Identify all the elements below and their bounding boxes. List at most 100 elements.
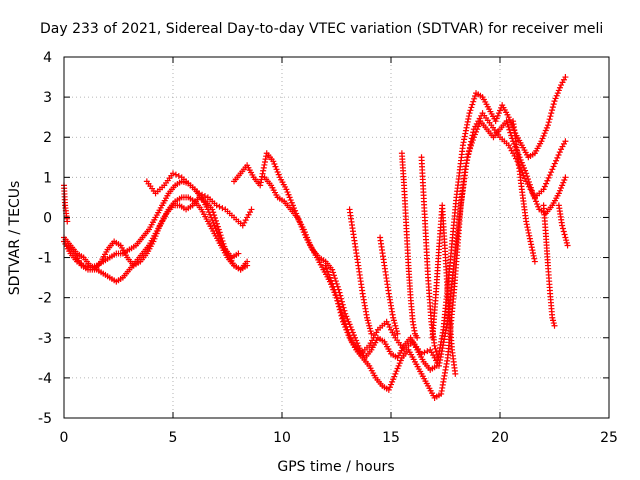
data-point <box>528 244 535 251</box>
data-point <box>340 314 347 321</box>
data-point <box>211 212 218 219</box>
data-point <box>549 166 556 173</box>
data-point <box>452 370 459 377</box>
data-point <box>465 150 472 157</box>
data-point <box>397 357 404 364</box>
data-point <box>367 328 374 335</box>
data-point <box>545 119 552 126</box>
data-point <box>332 289 339 296</box>
data-point <box>353 337 360 344</box>
x-tick-label: 20 <box>491 430 509 446</box>
data-point <box>218 235 225 242</box>
data-point <box>330 283 337 290</box>
data-point <box>326 274 333 281</box>
data-point <box>152 233 159 240</box>
data-point <box>213 220 220 227</box>
data-point <box>555 190 562 197</box>
data-point <box>352 334 359 341</box>
x-tick-label: 5 <box>169 430 178 446</box>
data-point <box>306 239 313 246</box>
data-point <box>470 129 477 136</box>
y-tick-label: 3 <box>43 90 52 106</box>
data-point <box>470 98 477 105</box>
data-point <box>495 110 502 117</box>
data-point <box>531 255 538 262</box>
data-point <box>546 116 553 123</box>
data-point <box>525 229 532 236</box>
data-point <box>433 348 440 355</box>
data-point <box>344 326 351 333</box>
data-point <box>560 179 567 186</box>
data-point <box>392 322 399 329</box>
data-point <box>172 171 179 178</box>
data-point <box>550 317 557 324</box>
data-point <box>288 199 295 206</box>
data-point <box>466 147 473 154</box>
data-point <box>210 209 217 216</box>
data-point <box>331 286 338 293</box>
data-point <box>553 157 560 164</box>
data-point <box>350 332 357 339</box>
data-point <box>530 249 537 256</box>
data-point <box>394 330 401 337</box>
data-point <box>235 250 242 257</box>
x-tick-label: 10 <box>273 430 291 446</box>
chart-title: Day 233 of 2021, Sidereal Day-to-day VTE… <box>40 21 603 37</box>
data-point <box>393 368 400 375</box>
data-point <box>196 190 203 197</box>
data-point <box>346 321 353 328</box>
data-point <box>330 269 337 276</box>
data-point <box>493 115 500 122</box>
x-tick-label: 15 <box>382 430 400 446</box>
data-point <box>561 231 568 238</box>
data-point <box>271 160 278 167</box>
data-point <box>366 322 373 329</box>
data-point <box>213 202 220 209</box>
data-point <box>431 342 438 349</box>
data-point <box>552 95 559 102</box>
data-point <box>244 262 251 269</box>
data-point <box>340 304 347 311</box>
data-point <box>335 300 342 307</box>
data-point <box>418 350 425 357</box>
axis-ticks: 0 5 10 15 20 25 -5 -4 -3 -2 -1 0 1 2 3 4 <box>38 50 618 446</box>
data-point <box>559 222 566 229</box>
data-point <box>526 232 533 239</box>
data-point <box>248 206 255 213</box>
data-point <box>209 206 216 213</box>
data-point <box>464 157 471 164</box>
y-tick-label: -1 <box>38 251 52 267</box>
data-point <box>462 163 469 170</box>
data-point <box>545 174 552 181</box>
data-point <box>220 240 227 247</box>
data-point <box>434 354 441 361</box>
y-tick-label: 0 <box>43 210 52 226</box>
data-point <box>540 186 547 193</box>
data-point <box>543 124 550 131</box>
data-point <box>151 235 158 242</box>
data-point <box>344 316 351 323</box>
data-point <box>364 314 371 321</box>
data-point <box>548 169 555 176</box>
data-point <box>558 185 565 192</box>
data-point <box>328 277 335 284</box>
data-point <box>199 191 206 198</box>
data-point <box>323 265 330 272</box>
data-point <box>492 118 499 125</box>
data-point <box>543 180 550 187</box>
data-point <box>393 328 400 335</box>
data-point <box>388 381 394 388</box>
data-point <box>469 132 476 139</box>
data-point <box>534 201 541 208</box>
data-point <box>466 110 473 117</box>
data-point <box>343 323 350 330</box>
data-point <box>562 234 569 241</box>
data-point <box>283 186 290 193</box>
data-point <box>286 194 293 201</box>
data-point <box>414 334 421 341</box>
data-point <box>354 340 361 347</box>
data-point <box>346 332 353 339</box>
data-point <box>553 92 560 99</box>
data-point <box>432 345 439 352</box>
